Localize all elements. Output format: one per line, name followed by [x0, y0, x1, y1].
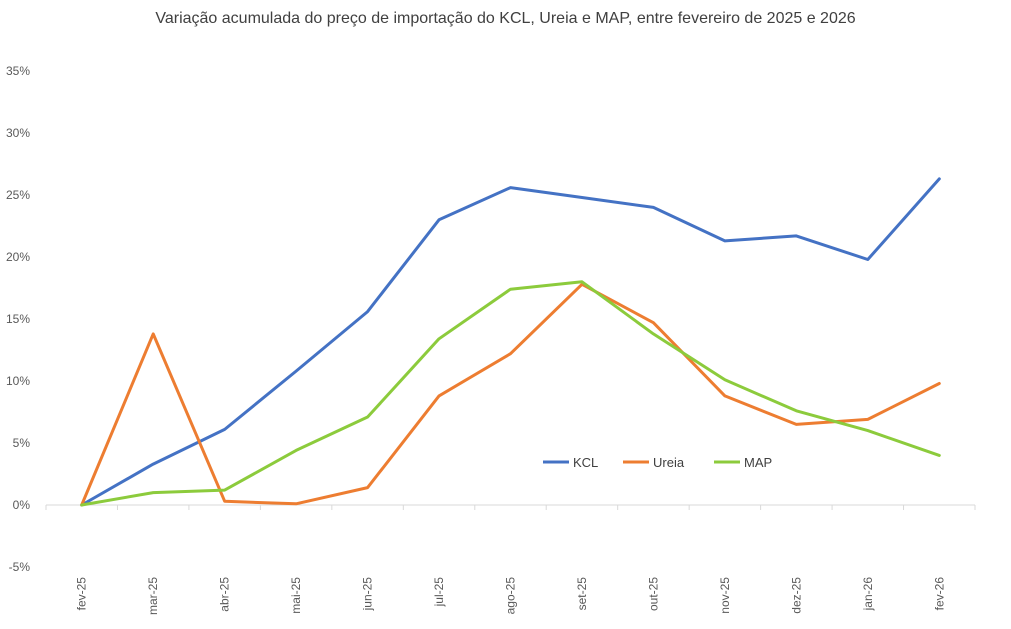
- x-tick-label: ago-25: [504, 577, 518, 615]
- x-tick-label: mar-25: [146, 577, 160, 615]
- legend-label: MAP: [744, 455, 772, 470]
- series-line-ureia: [80, 282, 941, 507]
- series-line-map: [80, 280, 941, 507]
- legend-label: KCL: [573, 455, 598, 470]
- y-tick-label: 0%: [13, 498, 31, 512]
- y-tick-label: 15%: [6, 312, 30, 326]
- x-tick-label: out-25: [646, 577, 660, 611]
- y-tick-label: 30%: [6, 126, 30, 140]
- x-tick-label: abr-25: [218, 577, 232, 612]
- x-tick-label: fev-26: [932, 577, 946, 611]
- series-line-kcl: [80, 177, 941, 507]
- y-tick-label: -5%: [9, 560, 31, 574]
- y-tick-label: 5%: [13, 436, 31, 450]
- legend-label: Ureia: [653, 455, 685, 470]
- x-tick-label: dez-25: [789, 577, 803, 614]
- y-tick-label: 35%: [6, 64, 30, 78]
- y-tick-label: 20%: [6, 250, 30, 264]
- x-tick-label: jun-25: [361, 577, 375, 612]
- x-tick-label: jul-25: [432, 577, 446, 608]
- x-tick-label: mai-25: [289, 577, 303, 614]
- x-tick-label: jan-26: [861, 577, 875, 612]
- chart-title: Variação acumulada do preço de importaçã…: [155, 10, 856, 27]
- y-tick-label: 25%: [6, 188, 30, 202]
- y-tick-label: 10%: [6, 374, 30, 388]
- x-tick-label: fev-25: [75, 577, 89, 611]
- x-tick-label: nov-25: [718, 577, 732, 614]
- x-tick-label: set-25: [575, 577, 589, 611]
